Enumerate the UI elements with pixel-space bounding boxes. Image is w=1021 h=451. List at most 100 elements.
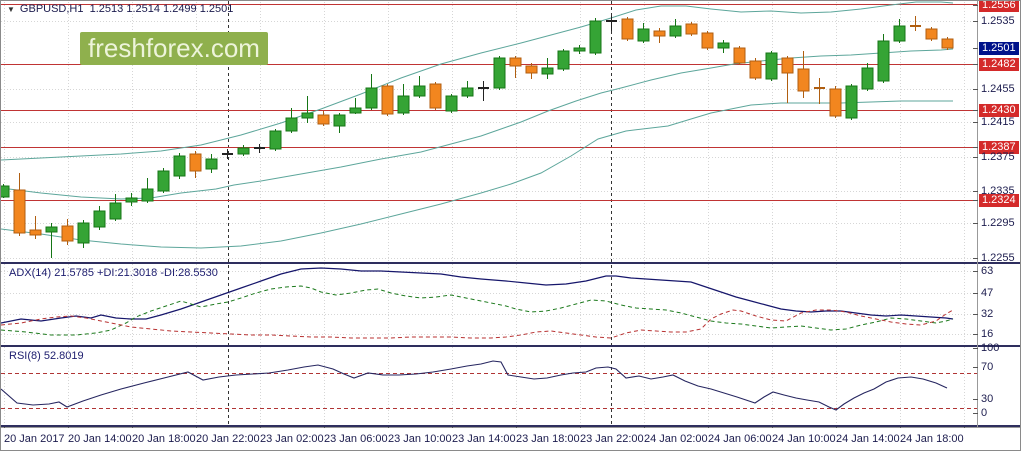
- bollinger-lower-band: [1, 100, 953, 249]
- candle-bullish: [109, 202, 122, 220]
- candle-bullish: [205, 158, 218, 170]
- time-axis-label: 24 Jan 02:00: [644, 433, 708, 445]
- candle-bearish: [189, 153, 202, 172]
- price-axis-label: 1.2455: [981, 83, 1015, 95]
- candle-bearish: [701, 32, 714, 49]
- candle-bearish: [653, 30, 666, 37]
- rsi-indicator-label: RSI(8) 52.8019: [9, 350, 84, 362]
- candle-bullish: [301, 112, 314, 119]
- candle-bearish: [525, 65, 538, 74]
- price-axis-label: 1.2415: [981, 116, 1015, 128]
- time-axis-label: 20 Jan 14:00: [68, 433, 132, 445]
- time-axis[interactable]: 20 Jan 2017 20 Jan 14:00 20 Jan 18:00 20 Ja…: [1, 428, 1020, 450]
- time-axis-label: 23 Jan 18:00: [516, 433, 580, 445]
- bollinger-middle-band: [1, 48, 954, 200]
- adx-axis-label: 16: [981, 328, 994, 340]
- price-level-tag: 1.2482: [979, 58, 1019, 71]
- price-level-tag: 1.2387: [979, 141, 1019, 154]
- candle-bullish: [557, 50, 570, 70]
- candle-bullish: [285, 117, 298, 132]
- minus-di-line: [1, 309, 954, 339]
- chart-title-bar: ▼ GBPUSD,H1 1.2513 1.2514 1.2499 1.2501: [7, 3, 233, 15]
- current-price-tag: 1.2501: [979, 42, 1019, 55]
- candle-bullish: [541, 67, 554, 75]
- candle-bullish: [77, 222, 90, 244]
- price-level-tag: 1.2556: [979, 1, 1019, 12]
- panel-separator: [1, 425, 1020, 427]
- candle-bearish: [381, 85, 394, 115]
- candle-bearish: [733, 47, 746, 64]
- candle-bearish: [29, 229, 42, 236]
- candle-bullish: [669, 25, 682, 37]
- rsi-axis-label: 70: [981, 361, 994, 373]
- time-axis-label: 23 Jan 14:00: [452, 433, 516, 445]
- candle-bearish: [685, 23, 698, 35]
- time-axis-label: 20 Jan 18:00: [132, 433, 196, 445]
- candle-bearish: [925, 28, 938, 40]
- price-axis-label: 1.2375: [981, 151, 1015, 163]
- candle-bullish: [365, 87, 378, 109]
- rsi-line: [1, 360, 948, 411]
- candle-bearish: [781, 57, 794, 74]
- candle-bearish: [621, 18, 634, 40]
- candle-bearish: [749, 60, 762, 79]
- candle-bullish: [877, 40, 890, 82]
- candle-bullish: [637, 28, 650, 42]
- symbol-dropdown-icon[interactable]: ▼: [7, 5, 15, 14]
- candle-bullish: [237, 147, 250, 155]
- candle-bearish: [509, 57, 522, 67]
- price-axis-label: 1.2535: [981, 15, 1015, 27]
- time-axis-label: 20 Jan 22:00: [196, 433, 260, 445]
- candle-bearish: [317, 114, 330, 125]
- price-axis[interactable]: 1.2556 1.2535 1.2501 1.2482 1.2455 1.2430 1.24…: [979, 1, 1020, 427]
- candle-bullish: [717, 42, 730, 49]
- ohlc-values: 1.2513 1.2514 1.2499 1.2501: [89, 3, 234, 15]
- time-axis-label: 23 Jan 10:00: [388, 433, 452, 445]
- adx-axis-label: 47: [981, 287, 994, 299]
- candle-bearish: [829, 88, 842, 117]
- adx-axis-label: 32: [981, 308, 994, 320]
- candle-bullish: [125, 197, 138, 203]
- candle-bullish: [269, 130, 282, 150]
- rsi-axis-label: 30: [981, 393, 994, 405]
- candle-bullish: [493, 57, 506, 89]
- candle-bearish: [429, 83, 442, 109]
- time-axis-label: 24 Jan 06:00: [708, 433, 772, 445]
- bollinger-upper-band: [1, 1, 954, 161]
- candle-bullish: [349, 107, 362, 114]
- candle-bullish: [141, 188, 154, 202]
- candle-bullish: [173, 155, 186, 177]
- price-level-tag: 1.2324: [979, 194, 1019, 207]
- candle-bullish: [45, 226, 58, 233]
- price-axis-label: 1.2295: [981, 217, 1015, 229]
- candle-bullish: [573, 47, 586, 52]
- time-axis-label: 24 Jan 14:00: [836, 433, 900, 445]
- time-axis-label: 24 Jan 10:00: [772, 433, 836, 445]
- candle-bullish: [445, 95, 458, 112]
- time-axis-label: 20 Jan 2017: [4, 433, 65, 445]
- candle-bullish: [93, 210, 106, 228]
- price-level-tag: 1.2430: [979, 104, 1019, 117]
- candle-bullish: [397, 95, 410, 114]
- price-axis-label: 1.2255: [981, 252, 1015, 264]
- time-axis-label: 23 Jan 06:00: [324, 433, 388, 445]
- candle-bearish: [13, 189, 26, 234]
- time-axis-label: 23 Jan 02:00: [260, 433, 324, 445]
- adx-line: [1, 267, 954, 324]
- plus-di-line: [1, 285, 954, 336]
- rsi-axis-label: 100: [981, 342, 1000, 354]
- candle-bullish: [845, 85, 858, 119]
- panel-separator: [1, 262, 1020, 264]
- candle-bullish: [461, 87, 474, 97]
- symbol-label: GBPUSD,H1: [19, 3, 84, 15]
- candle-bullish: [765, 52, 778, 80]
- adx-axis-label: 63: [981, 265, 994, 277]
- candle-bullish: [413, 85, 426, 97]
- candle-bullish: [861, 67, 874, 90]
- candle-bearish: [797, 68, 810, 92]
- rsi-axis-label: 0: [981, 407, 988, 419]
- candle-bullish: [333, 114, 346, 127]
- candle-bullish: [893, 25, 906, 42]
